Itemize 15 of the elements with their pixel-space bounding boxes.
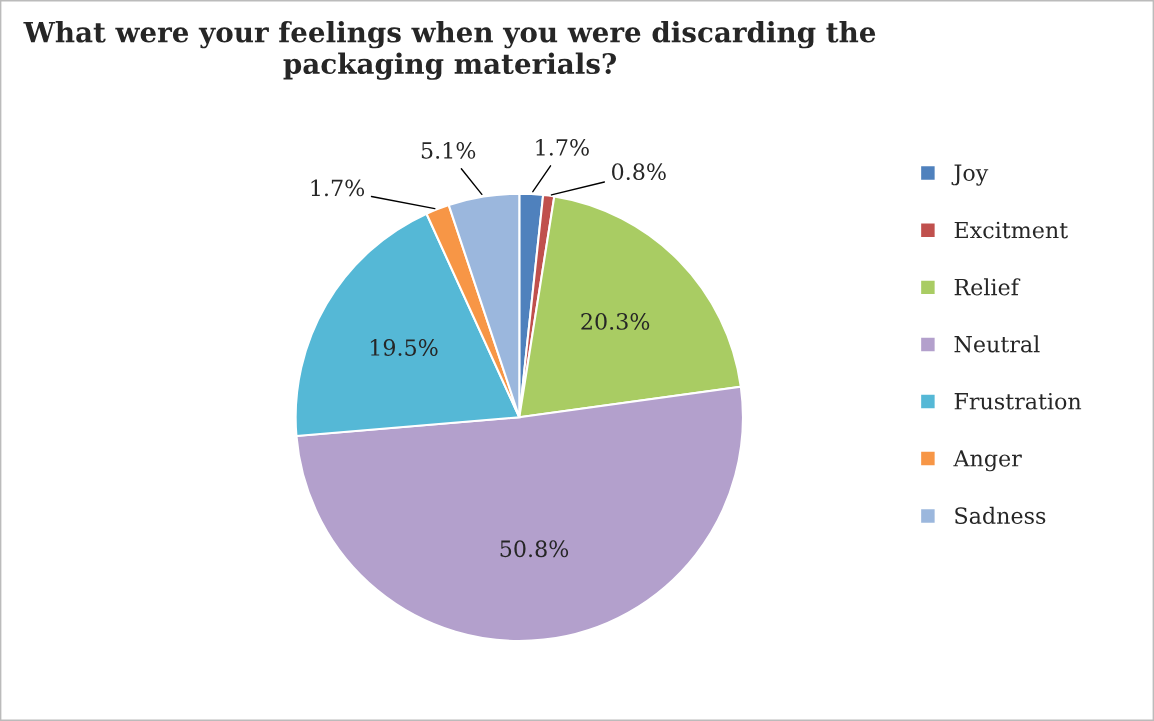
data-label: 20.3% <box>581 313 650 330</box>
legend-label: Anger <box>953 450 1022 472</box>
data-label: 19.5% <box>370 339 438 356</box>
legend-label: Sadness <box>955 506 1046 525</box>
data-label: 1.7% <box>536 138 589 156</box>
legend-label: Joy <box>951 164 989 186</box>
data-label: 50.8% <box>500 540 569 558</box>
legend-label: Neutral <box>954 335 1040 353</box>
legend-label: Excitment <box>954 221 1068 239</box>
legend-label: Frustration <box>954 392 1082 410</box>
chart-title: What were your feelings when you were discarding the packaging materials? <box>23 21 876 80</box>
data-label: 0.8% <box>612 163 666 181</box>
data-label: 1.7% <box>311 179 365 197</box>
data-label: 5.1% <box>421 141 476 159</box>
legend-label: Relief <box>954 278 1021 296</box>
